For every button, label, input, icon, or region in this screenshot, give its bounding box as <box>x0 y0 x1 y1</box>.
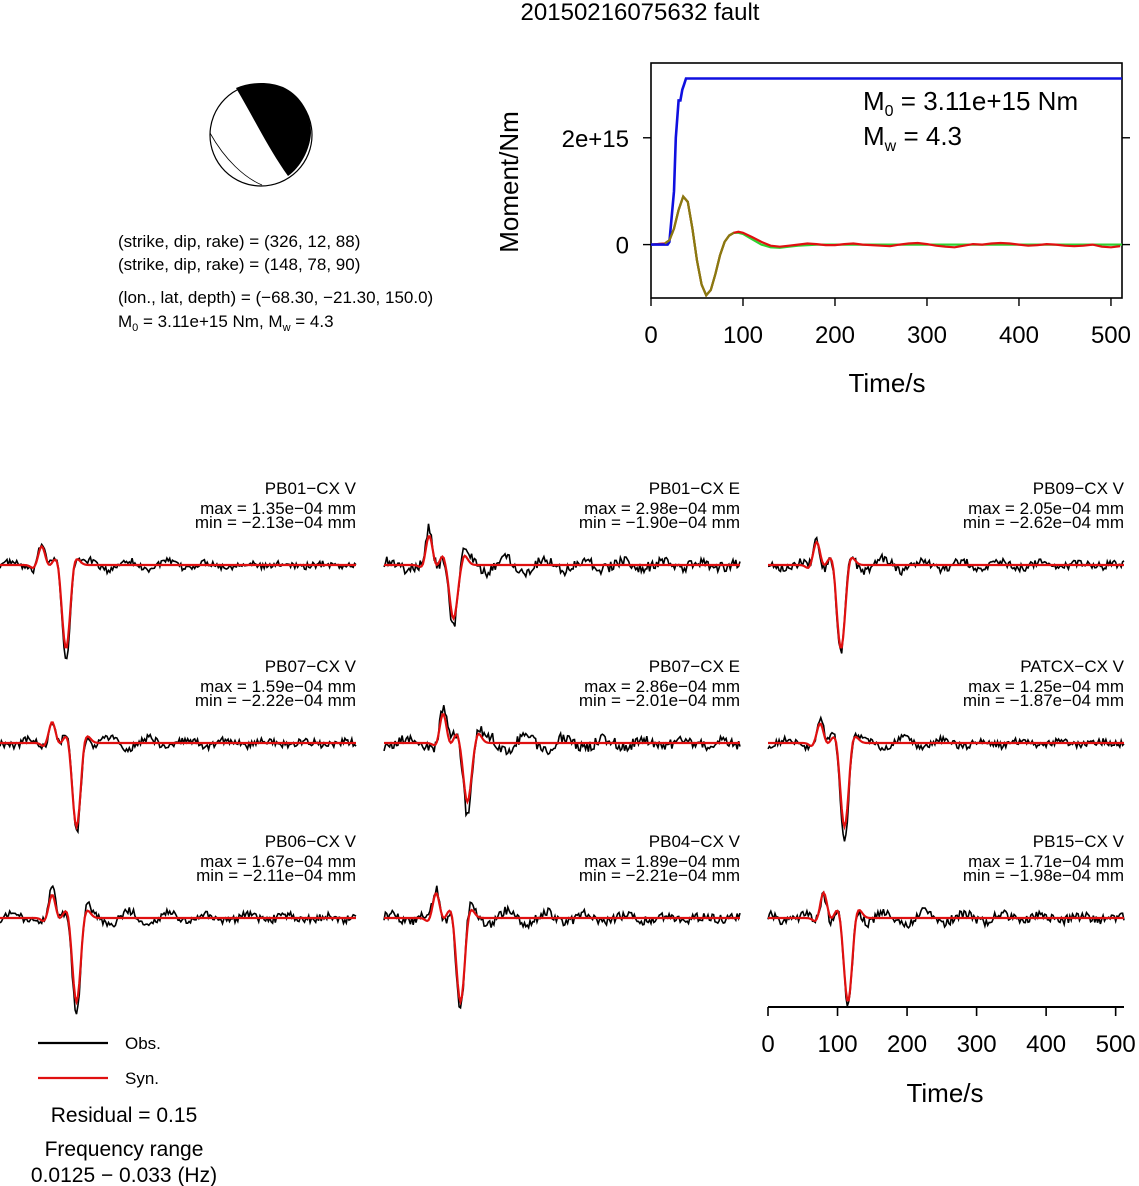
moment-series-cumulative <box>651 77 1122 246</box>
max-amplitude-label: max = 1.35e−04 mm <box>200 499 356 518</box>
min-amplitude-label: min = −2.11e−04 mm <box>196 866 356 885</box>
moment-x-tick-label: 0 <box>644 322 657 349</box>
max-amplitude-label: max = 2.98e−04 mm <box>584 499 740 518</box>
min-amplitude-label: min = −2.01e−04 mm <box>579 691 740 710</box>
observed-trace <box>383 705 741 818</box>
observed-trace <box>0 884 357 1015</box>
mechanism-info: (strike, dip, rake) = (326, 12, 88) (str… <box>118 232 433 334</box>
station-label: PB09−CX V <box>1033 479 1125 498</box>
station-label: PB07−CX V <box>265 657 357 676</box>
station-label: PB15−CX V <box>1033 832 1125 851</box>
station-label: PB01−CX V <box>265 479 357 498</box>
min-amplitude-label: min = −2.13e−04 mm <box>195 513 356 532</box>
legend: Obs. Syn. <box>38 1034 161 1088</box>
moment-y-axis-label: Moment/Nm <box>494 111 524 253</box>
moment-y-tick-label: 2e+15 <box>562 126 629 153</box>
moment-x-axis-label: Time/s <box>848 368 925 398</box>
min-amplitude-label: min = −2.62e−04 mm <box>963 513 1124 532</box>
frequency-range-label: Frequency range <box>45 1138 204 1161</box>
observed-trace <box>383 523 741 627</box>
max-amplitude-label: max = 1.67e−04 mm <box>200 852 356 871</box>
station-label: PATCX−CX V <box>1020 657 1124 676</box>
waveform-x-axis-label: Time/s <box>906 1078 983 1108</box>
moment-series <box>650 77 1122 298</box>
beachball-nodal-plane <box>209 132 263 186</box>
beachball-compressional-quadrant <box>236 82 311 176</box>
min-amplitude-label: min = −1.90e−04 mm <box>579 513 740 532</box>
frequency-range-value: 0.0125 − 0.033 (Hz) <box>31 1164 217 1186</box>
moment-plot-frame <box>650 62 1123 299</box>
min-amplitude-label: min = −2.21e−04 mm <box>579 866 740 885</box>
max-amplitude-label: max = 2.05e−04 mm <box>968 499 1124 518</box>
station-label: PB06−CX V <box>265 832 357 851</box>
max-amplitude-label: max = 1.89e−04 mm <box>584 852 740 871</box>
observed-trace <box>767 715 1125 842</box>
station-label: PB07−CX E <box>649 657 740 676</box>
moment-x-tick-label: 300 <box>907 322 947 349</box>
observed-trace <box>0 723 357 835</box>
waveform-x-tick-label: 100 <box>818 1031 858 1058</box>
observed-trace <box>767 890 1125 1007</box>
residual-label: Residual = 0.15 <box>51 1104 198 1127</box>
waveform-x-tick-label: 300 <box>957 1031 997 1058</box>
synthetic-trace <box>384 713 740 805</box>
moment-x-tick-label: 100 <box>723 322 763 349</box>
min-amplitude-label: min = −2.22e−04 mm <box>195 691 356 710</box>
max-amplitude-label: max = 1.71e−04 mm <box>968 852 1124 871</box>
observed-trace <box>383 885 741 1010</box>
strike-dip-rake-2: (strike, dip, rake) = (148, 78, 90) <box>118 255 360 274</box>
max-amplitude-label: max = 1.25e−04 mm <box>968 677 1124 696</box>
moment-magnitude-summary: M0 = 3.11e+15 Nm, Mw = 4.3 <box>118 312 334 334</box>
station-label: PB04−CX V <box>649 832 741 851</box>
moment-y-tick-label: 0 <box>616 233 629 260</box>
beachball <box>209 82 313 187</box>
synthetic-trace <box>768 890 1124 1002</box>
waveform-x-tick-label: 0 <box>761 1031 774 1058</box>
waveform-x-tick-label: 200 <box>887 1031 927 1058</box>
max-amplitude-label: max = 2.86e−04 mm <box>584 677 740 696</box>
moment-axes: 0 100 200 300 400 500 0 2e+15 <box>562 126 1131 349</box>
figure-title: 20150216075632 fault <box>521 0 760 26</box>
moment-x-tick-label: 200 <box>815 322 855 349</box>
moment-series-overlap <box>664 194 735 298</box>
location-depth: (lon., lat, depth) = (−68.30, −21.30, 15… <box>118 288 433 307</box>
moment-series-observed <box>650 194 1121 298</box>
waveform-time-axis: Time/s 0 100 200 300 400 500 <box>761 1006 1136 1108</box>
min-amplitude-label: min = −1.98e−04 mm <box>963 866 1124 885</box>
station-label: PB01−CX E <box>649 479 740 498</box>
synthetic-trace <box>384 892 740 1006</box>
synthetic-trace <box>768 540 1124 649</box>
waveform-x-tick-label: 400 <box>1026 1031 1066 1058</box>
synthetic-trace <box>0 544 356 649</box>
moment-x-tick-label: 400 <box>999 322 1039 349</box>
legend-obs-label: Obs. <box>125 1034 161 1053</box>
synthetic-trace <box>0 721 356 831</box>
synthetic-trace <box>768 722 1124 831</box>
moment-annotation-mw: Mw = 4.3 <box>863 121 962 155</box>
moment-x-tick-label: 500 <box>1091 322 1131 349</box>
min-amplitude-label: min = −1.87e−04 mm <box>963 691 1124 710</box>
strike-dip-rake-1: (strike, dip, rake) = (326, 12, 88) <box>118 232 360 251</box>
moment-annotation-m0: M0 = 3.11e+15 Nm <box>863 86 1078 120</box>
max-amplitude-label: max = 1.59e−04 mm <box>200 677 356 696</box>
synthetic-trace <box>384 535 740 621</box>
legend-syn-label: Syn. <box>125 1069 159 1088</box>
waveform-x-tick-label: 500 <box>1096 1031 1136 1058</box>
synthetic-trace <box>0 894 356 1006</box>
